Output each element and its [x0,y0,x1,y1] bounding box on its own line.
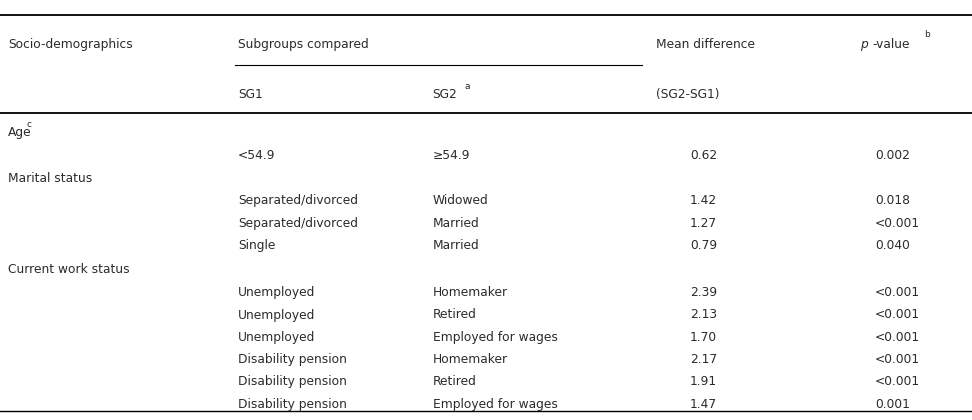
Text: Subgroups compared: Subgroups compared [238,38,369,50]
Text: c: c [26,120,31,129]
Text: p: p [860,38,868,50]
Text: Homemaker: Homemaker [433,353,507,366]
Text: Mean difference: Mean difference [656,38,755,50]
Text: <0.001: <0.001 [875,331,920,344]
Text: b: b [924,30,930,39]
Text: <0.001: <0.001 [875,375,920,388]
Text: <0.001: <0.001 [875,309,920,321]
Text: Employed for wages: Employed for wages [433,331,557,344]
Text: 0.040: 0.040 [875,239,910,252]
Text: Retired: Retired [433,309,476,321]
Text: Socio-demographics: Socio-demographics [8,38,132,50]
Text: -value: -value [873,38,911,50]
Text: 1.91: 1.91 [690,375,717,388]
Text: 0.002: 0.002 [875,149,910,162]
Text: Married: Married [433,239,479,252]
Text: <0.001: <0.001 [875,353,920,366]
Text: 1.42: 1.42 [690,194,717,207]
Text: Unemployed: Unemployed [238,309,316,321]
Text: 1.27: 1.27 [690,217,717,229]
Text: <0.001: <0.001 [875,286,920,299]
Text: (SG2-SG1): (SG2-SG1) [656,88,719,101]
Text: 0.001: 0.001 [875,398,910,410]
Text: Unemployed: Unemployed [238,286,316,299]
Text: Marital status: Marital status [8,172,92,185]
Text: Disability pension: Disability pension [238,353,347,366]
Text: 1.70: 1.70 [690,331,717,344]
Text: 2.39: 2.39 [690,286,717,299]
Text: 0.018: 0.018 [875,194,910,207]
Text: Retired: Retired [433,375,476,388]
Text: SG2: SG2 [433,88,457,101]
Text: a: a [465,81,470,91]
Text: Homemaker: Homemaker [433,286,507,299]
Text: Unemployed: Unemployed [238,331,316,344]
Text: SG1: SG1 [238,88,262,101]
Text: 0.79: 0.79 [690,239,717,252]
Text: Disability pension: Disability pension [238,398,347,410]
Text: <54.9: <54.9 [238,149,276,162]
Text: ≥54.9: ≥54.9 [433,149,470,162]
Text: Age: Age [8,126,31,139]
Text: Current work status: Current work status [8,263,129,276]
Text: 1.47: 1.47 [690,398,717,410]
Text: 2.13: 2.13 [690,309,717,321]
Text: <0.001: <0.001 [875,217,920,229]
Text: Employed for wages: Employed for wages [433,398,557,410]
Text: 2.17: 2.17 [690,353,717,366]
Text: 0.62: 0.62 [690,149,717,162]
Text: Separated/divorced: Separated/divorced [238,217,358,229]
Text: Disability pension: Disability pension [238,375,347,388]
Text: Widowed: Widowed [433,194,488,207]
Text: Single: Single [238,239,275,252]
Text: Married: Married [433,217,479,229]
Text: Separated/divorced: Separated/divorced [238,194,358,207]
